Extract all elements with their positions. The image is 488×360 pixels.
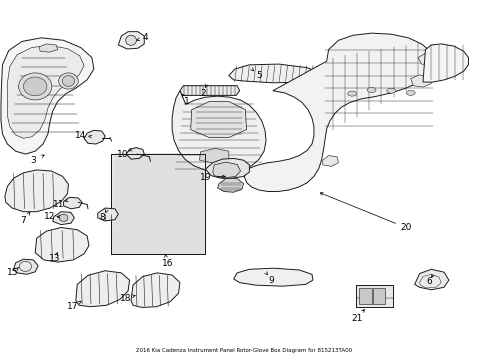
Text: 20: 20	[399, 223, 411, 232]
Polygon shape	[126, 148, 144, 159]
Ellipse shape	[62, 76, 74, 86]
Text: 6: 6	[426, 277, 431, 286]
Polygon shape	[98, 208, 118, 221]
Polygon shape	[172, 91, 265, 172]
Text: 4: 4	[142, 33, 148, 42]
Polygon shape	[84, 130, 105, 144]
Polygon shape	[39, 44, 58, 52]
Text: 18: 18	[120, 294, 132, 302]
Polygon shape	[1, 38, 94, 154]
Polygon shape	[118, 32, 144, 49]
Text: 2016 Kia Cadenza Instrument Panel Rotor-Glove Box Diagram for 815213TA00: 2016 Kia Cadenza Instrument Panel Rotor-…	[136, 348, 352, 353]
Ellipse shape	[386, 88, 395, 93]
Ellipse shape	[59, 73, 78, 89]
Polygon shape	[63, 197, 82, 209]
Text: 5: 5	[256, 71, 262, 80]
Ellipse shape	[406, 90, 414, 95]
Text: 11: 11	[53, 200, 64, 209]
Polygon shape	[410, 75, 430, 87]
Bar	[372, 288, 385, 304]
Polygon shape	[414, 269, 448, 290]
Polygon shape	[228, 64, 320, 83]
Bar	[355, 285, 392, 307]
Ellipse shape	[366, 87, 375, 93]
Polygon shape	[53, 212, 74, 225]
Text: 21: 21	[350, 314, 362, 323]
Polygon shape	[131, 273, 180, 307]
Polygon shape	[205, 158, 249, 178]
Ellipse shape	[23, 77, 47, 96]
Polygon shape	[76, 271, 129, 307]
Text: 8: 8	[100, 213, 105, 222]
Text: 7: 7	[20, 216, 26, 225]
Text: 2: 2	[200, 89, 206, 98]
Polygon shape	[417, 53, 438, 65]
Ellipse shape	[59, 214, 68, 221]
Polygon shape	[7, 45, 84, 138]
Bar	[111, 154, 205, 254]
Text: 19: 19	[199, 173, 211, 181]
Polygon shape	[244, 33, 434, 192]
Polygon shape	[233, 268, 312, 286]
Polygon shape	[422, 44, 468, 82]
Ellipse shape	[347, 91, 356, 96]
Polygon shape	[14, 259, 38, 274]
Text: 15: 15	[7, 269, 19, 277]
Polygon shape	[111, 153, 205, 254]
Bar	[111, 154, 205, 254]
Text: 1: 1	[183, 97, 189, 106]
Bar	[359, 288, 371, 304]
Ellipse shape	[19, 73, 52, 100]
Polygon shape	[322, 156, 338, 166]
Polygon shape	[5, 170, 68, 212]
Polygon shape	[180, 86, 239, 95]
Polygon shape	[199, 148, 228, 163]
Polygon shape	[217, 179, 243, 192]
Text: 9: 9	[268, 276, 274, 284]
Polygon shape	[212, 162, 240, 178]
Text: 12: 12	[44, 212, 56, 221]
Polygon shape	[35, 228, 89, 262]
Text: 10: 10	[116, 150, 128, 158]
Polygon shape	[190, 102, 246, 138]
Text: 16: 16	[161, 259, 173, 268]
Ellipse shape	[125, 35, 136, 45]
Text: 17: 17	[66, 302, 78, 311]
Text: 3: 3	[30, 156, 36, 165]
Text: 13: 13	[49, 254, 61, 263]
Text: 14: 14	[75, 130, 86, 139]
